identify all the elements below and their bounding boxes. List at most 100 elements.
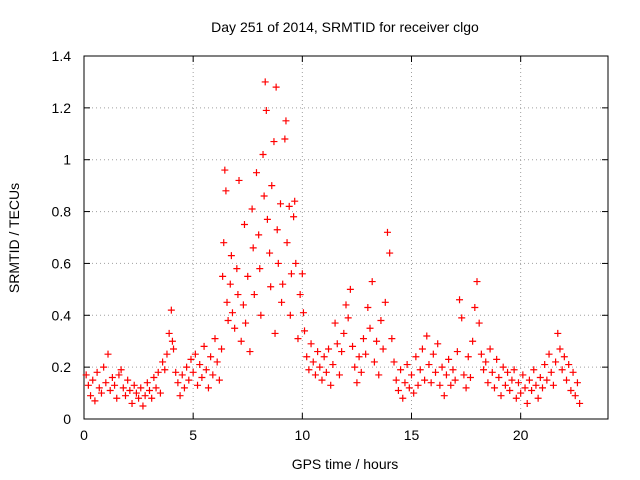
- data-point: [392, 376, 400, 384]
- data-point: [571, 392, 579, 400]
- y-tick-label: 0.2: [52, 359, 72, 375]
- data-point: [176, 392, 184, 400]
- data-point: [416, 366, 424, 374]
- data-point: [386, 249, 394, 257]
- data-point: [412, 353, 420, 361]
- data-point: [307, 340, 315, 348]
- data-point: [263, 215, 271, 223]
- data-point: [148, 394, 156, 402]
- data-point: [569, 368, 577, 376]
- y-axis-label: SRMTID / TECUs: [6, 183, 22, 293]
- data-point: [111, 381, 119, 389]
- data-point: [373, 337, 381, 345]
- data-point: [554, 329, 562, 337]
- data-point: [333, 340, 341, 348]
- data-point: [146, 386, 153, 394]
- data-point: [445, 355, 453, 363]
- data-point: [418, 345, 426, 353]
- data-point: [139, 402, 147, 410]
- data-point: [320, 353, 328, 361]
- data-point: [471, 304, 479, 312]
- data-point: [231, 324, 239, 332]
- data-point: [434, 340, 442, 348]
- data-point: [163, 350, 171, 358]
- data-point: [499, 363, 507, 371]
- data-point: [466, 374, 474, 382]
- data-point: [305, 366, 313, 374]
- data-point: [202, 366, 210, 374]
- data-point: [464, 353, 472, 361]
- data-point: [414, 381, 422, 389]
- data-point: [543, 376, 551, 384]
- data-point: [331, 319, 339, 327]
- data-point: [539, 384, 546, 392]
- data-point: [329, 361, 337, 369]
- data-point: [102, 379, 110, 387]
- y-tick-label: 0.6: [52, 255, 72, 271]
- x-tick-label: 15: [404, 427, 420, 443]
- data-point: [290, 213, 298, 221]
- data-point: [501, 381, 509, 389]
- data-point: [397, 366, 405, 374]
- data-point: [351, 363, 359, 371]
- data-point: [432, 368, 440, 376]
- data-point: [314, 348, 322, 356]
- data-point: [152, 384, 160, 392]
- data-point: [121, 392, 129, 400]
- data-point: [429, 350, 437, 358]
- data-point: [223, 298, 231, 306]
- data-point: [200, 342, 208, 350]
- data-point: [362, 350, 370, 358]
- data-point: [128, 399, 136, 407]
- data-point: [154, 368, 162, 376]
- data-point: [291, 197, 299, 205]
- data-point: [271, 329, 279, 337]
- data-point: [458, 314, 466, 322]
- data-point: [170, 345, 178, 353]
- data-point: [215, 376, 223, 384]
- y-tick-label: 1.4: [52, 48, 72, 64]
- data-point: [167, 306, 175, 314]
- data-point: [377, 316, 385, 324]
- data-point: [239, 301, 247, 309]
- data-point: [174, 379, 182, 387]
- data-point: [375, 371, 383, 379]
- data-points: [82, 78, 584, 410]
- data-point: [165, 329, 173, 337]
- data-point: [359, 335, 367, 343]
- data-point: [272, 83, 280, 91]
- data-point: [218, 345, 226, 353]
- data-point: [456, 296, 464, 304]
- data-point: [221, 166, 229, 174]
- data-point: [282, 117, 290, 125]
- data-point: [442, 371, 450, 379]
- data-point: [364, 304, 372, 312]
- data-point: [268, 182, 276, 190]
- data-point: [124, 376, 132, 384]
- data-point: [183, 363, 191, 371]
- data-point: [552, 358, 560, 366]
- data-point: [180, 384, 188, 392]
- data-point: [482, 358, 490, 366]
- data-point: [219, 272, 227, 280]
- data-point: [143, 379, 151, 387]
- data-point: [298, 270, 306, 278]
- y-tick-label: 0: [63, 411, 71, 427]
- x-tick-label: 20: [513, 427, 529, 443]
- data-point: [344, 314, 352, 322]
- data-point: [510, 366, 518, 374]
- data-point: [299, 309, 307, 317]
- data-point: [156, 389, 164, 397]
- data-point: [246, 348, 254, 356]
- data-point: [525, 376, 533, 384]
- data-point: [523, 399, 531, 407]
- data-point: [257, 311, 265, 319]
- data-point: [545, 350, 553, 358]
- data-point: [403, 361, 411, 369]
- data-point: [159, 358, 167, 366]
- data-point: [425, 361, 433, 369]
- data-point: [427, 379, 435, 387]
- data-point: [473, 278, 481, 286]
- data-point: [408, 371, 415, 379]
